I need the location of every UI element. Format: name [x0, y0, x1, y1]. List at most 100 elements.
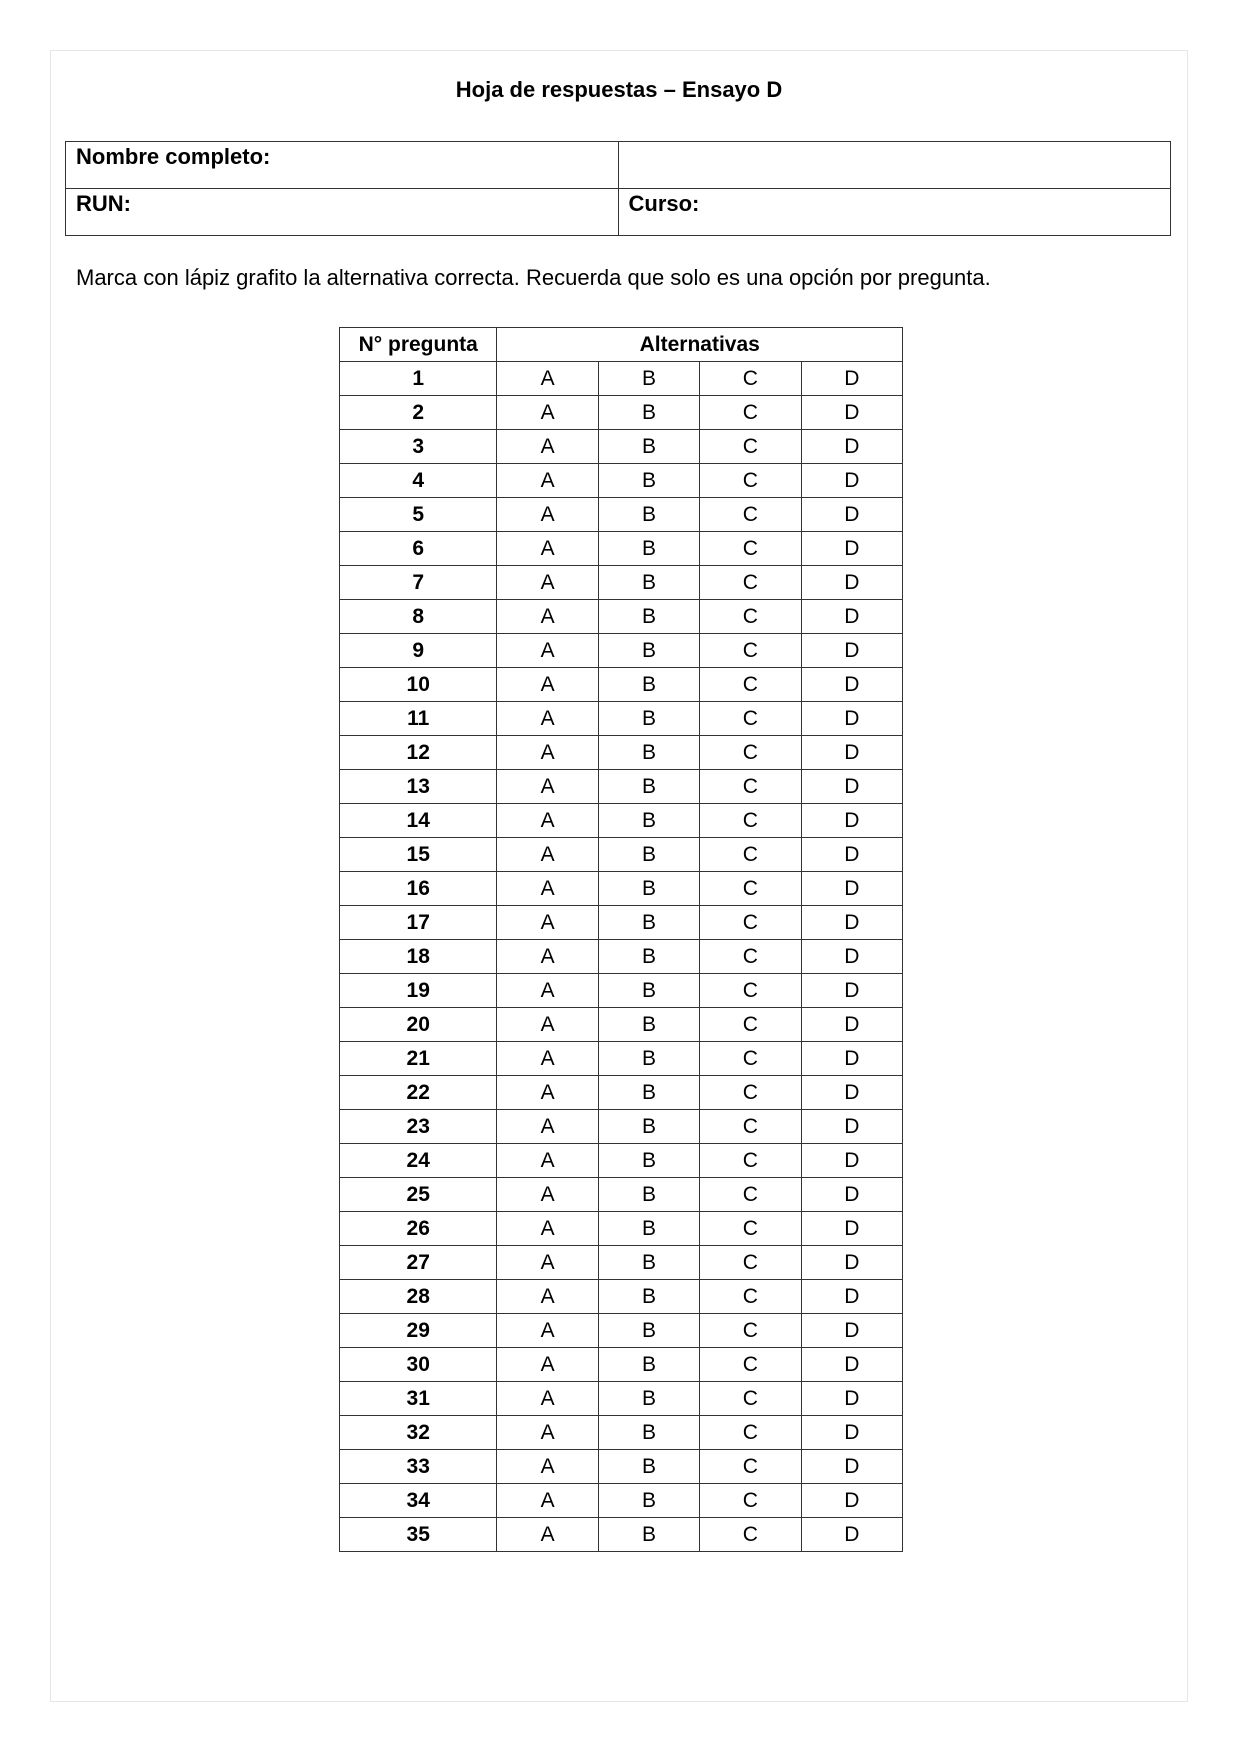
option-a[interactable]: A [496, 565, 599, 600]
option-d[interactable]: D [800, 565, 904, 600]
option-b[interactable]: B [597, 1347, 701, 1382]
option-b[interactable]: B [597, 1483, 701, 1518]
option-c[interactable]: C [699, 633, 802, 668]
option-b[interactable]: B [597, 1007, 701, 1042]
option-d[interactable]: D [800, 531, 904, 566]
option-a[interactable]: A [496, 1347, 599, 1382]
option-a[interactable]: A [496, 361, 599, 396]
option-a[interactable]: A [496, 701, 599, 736]
option-c[interactable]: C [699, 1109, 802, 1144]
option-b[interactable]: B [597, 871, 701, 906]
option-c[interactable]: C [699, 837, 802, 872]
option-d[interactable]: D [800, 1041, 904, 1076]
option-d[interactable]: D [800, 429, 904, 464]
option-d[interactable]: D [800, 939, 904, 974]
option-d[interactable]: D [800, 871, 904, 906]
option-b[interactable]: B [597, 1449, 701, 1484]
option-d[interactable]: D [800, 463, 904, 498]
option-b[interactable]: B [597, 565, 701, 600]
option-c[interactable]: C [699, 769, 802, 804]
option-d[interactable]: D [800, 667, 904, 702]
option-c[interactable]: C [699, 1245, 802, 1280]
option-d[interactable]: D [800, 1415, 904, 1450]
option-d[interactable]: D [800, 1007, 904, 1042]
option-b[interactable]: B [597, 1279, 701, 1314]
option-d[interactable]: D [800, 1143, 904, 1178]
option-c[interactable]: C [699, 531, 802, 566]
option-c[interactable]: C [699, 1517, 802, 1552]
option-b[interactable]: B [597, 905, 701, 940]
option-c[interactable]: C [699, 599, 802, 634]
run-field[interactable]: RUN: [65, 188, 619, 236]
option-c[interactable]: C [699, 429, 802, 464]
option-b[interactable]: B [597, 531, 701, 566]
option-b[interactable]: B [597, 1075, 701, 1110]
option-a[interactable]: A [496, 871, 599, 906]
option-c[interactable]: C [699, 565, 802, 600]
option-c[interactable]: C [699, 1279, 802, 1314]
option-b[interactable]: B [597, 633, 701, 668]
option-a[interactable]: A [496, 1177, 599, 1212]
option-a[interactable]: A [496, 769, 599, 804]
option-c[interactable]: C [699, 1211, 802, 1246]
option-a[interactable]: A [496, 1415, 599, 1450]
option-a[interactable]: A [496, 531, 599, 566]
option-b[interactable]: B [597, 1313, 701, 1348]
option-a[interactable]: A [496, 1075, 599, 1110]
option-b[interactable]: B [597, 701, 701, 736]
option-d[interactable]: D [800, 837, 904, 872]
option-c[interactable]: C [699, 1041, 802, 1076]
option-a[interactable]: A [496, 1041, 599, 1076]
option-b[interactable]: B [597, 1517, 701, 1552]
option-c[interactable]: C [699, 973, 802, 1008]
option-c[interactable]: C [699, 701, 802, 736]
option-c[interactable]: C [699, 1313, 802, 1348]
option-d[interactable]: D [800, 1483, 904, 1518]
option-b[interactable]: B [597, 803, 701, 838]
option-b[interactable]: B [597, 735, 701, 770]
option-d[interactable]: D [800, 1449, 904, 1484]
option-d[interactable]: D [800, 701, 904, 736]
option-b[interactable]: B [597, 1041, 701, 1076]
option-d[interactable]: D [800, 1211, 904, 1246]
name-field[interactable] [617, 141, 1171, 189]
option-b[interactable]: B [597, 429, 701, 464]
option-d[interactable]: D [800, 803, 904, 838]
option-a[interactable]: A [496, 803, 599, 838]
option-d[interactable]: D [800, 599, 904, 634]
option-b[interactable]: B [597, 1143, 701, 1178]
option-a[interactable]: A [496, 1211, 599, 1246]
option-b[interactable]: B [597, 361, 701, 396]
option-c[interactable]: C [699, 803, 802, 838]
option-c[interactable]: C [699, 1143, 802, 1178]
option-a[interactable]: A [496, 1007, 599, 1042]
option-d[interactable]: D [800, 633, 904, 668]
option-d[interactable]: D [800, 1245, 904, 1280]
option-b[interactable]: B [597, 769, 701, 804]
option-d[interactable]: D [800, 769, 904, 804]
option-a[interactable]: A [496, 939, 599, 974]
option-d[interactable]: D [800, 395, 904, 430]
course-field[interactable]: Curso: [617, 188, 1171, 236]
option-a[interactable]: A [496, 633, 599, 668]
option-d[interactable]: D [800, 1313, 904, 1348]
option-c[interactable]: C [699, 905, 802, 940]
option-b[interactable]: B [597, 1177, 701, 1212]
option-a[interactable]: A [496, 429, 599, 464]
option-c[interactable]: C [699, 395, 802, 430]
option-d[interactable]: D [800, 1517, 904, 1552]
option-c[interactable]: C [699, 1347, 802, 1382]
option-c[interactable]: C [699, 871, 802, 906]
option-b[interactable]: B [597, 1245, 701, 1280]
option-d[interactable]: D [800, 361, 904, 396]
option-b[interactable]: B [597, 973, 701, 1008]
option-b[interactable]: B [597, 1415, 701, 1450]
option-d[interactable]: D [800, 905, 904, 940]
option-b[interactable]: B [597, 939, 701, 974]
option-d[interactable]: D [800, 1075, 904, 1110]
option-a[interactable]: A [496, 735, 599, 770]
option-b[interactable]: B [597, 837, 701, 872]
option-b[interactable]: B [597, 1381, 701, 1416]
option-a[interactable]: A [496, 837, 599, 872]
option-b[interactable]: B [597, 497, 701, 532]
